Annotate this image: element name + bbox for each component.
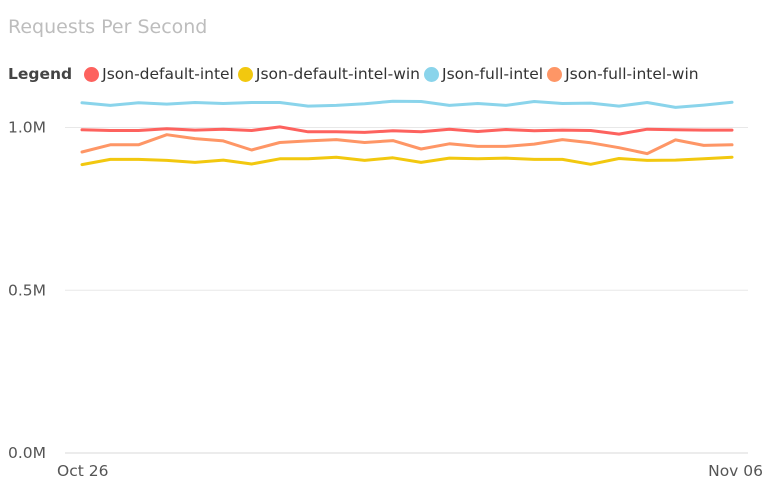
x-tick-label: Oct 26 xyxy=(57,462,108,480)
legend-item-json-full-intel[interactable]: Json-full-intel xyxy=(424,65,543,83)
legend: Legend Json-default-intel Json-default-i… xyxy=(8,62,703,86)
legend-item-json-default-intel[interactable]: Json-default-intel xyxy=(84,65,234,83)
legend-label: Json-full-intel-win xyxy=(565,65,699,83)
chart-title: Requests Per Second xyxy=(8,16,208,38)
legend-item-json-full-intel-win[interactable]: Json-full-intel-win xyxy=(547,65,699,83)
legend-marker xyxy=(237,66,253,82)
y-tick-label: 0.0M xyxy=(8,444,46,462)
y-tick-label: 0.5M xyxy=(8,281,46,299)
legend-label: Json-default-intel-win xyxy=(255,65,421,83)
series-line-json-full-intel-win xyxy=(80,133,734,156)
legend-item-json-default-intel-win[interactable]: Json-default-intel-win xyxy=(237,65,421,83)
x-tick-label: Nov 06 xyxy=(708,462,763,480)
series-line-json-default-intel-win xyxy=(80,155,734,167)
legend-label: Json-default-intel xyxy=(102,65,234,83)
legend-marker xyxy=(547,66,563,82)
legend-marker xyxy=(424,66,440,82)
legend-title: Legend xyxy=(8,65,73,83)
legend-label: Json-full-intel xyxy=(442,65,544,83)
y-tick-label: 1.0M xyxy=(8,119,46,137)
legend-marker xyxy=(84,66,100,82)
series-line-json-default-intel xyxy=(80,125,734,136)
series-line-json-full-intel xyxy=(80,99,734,109)
